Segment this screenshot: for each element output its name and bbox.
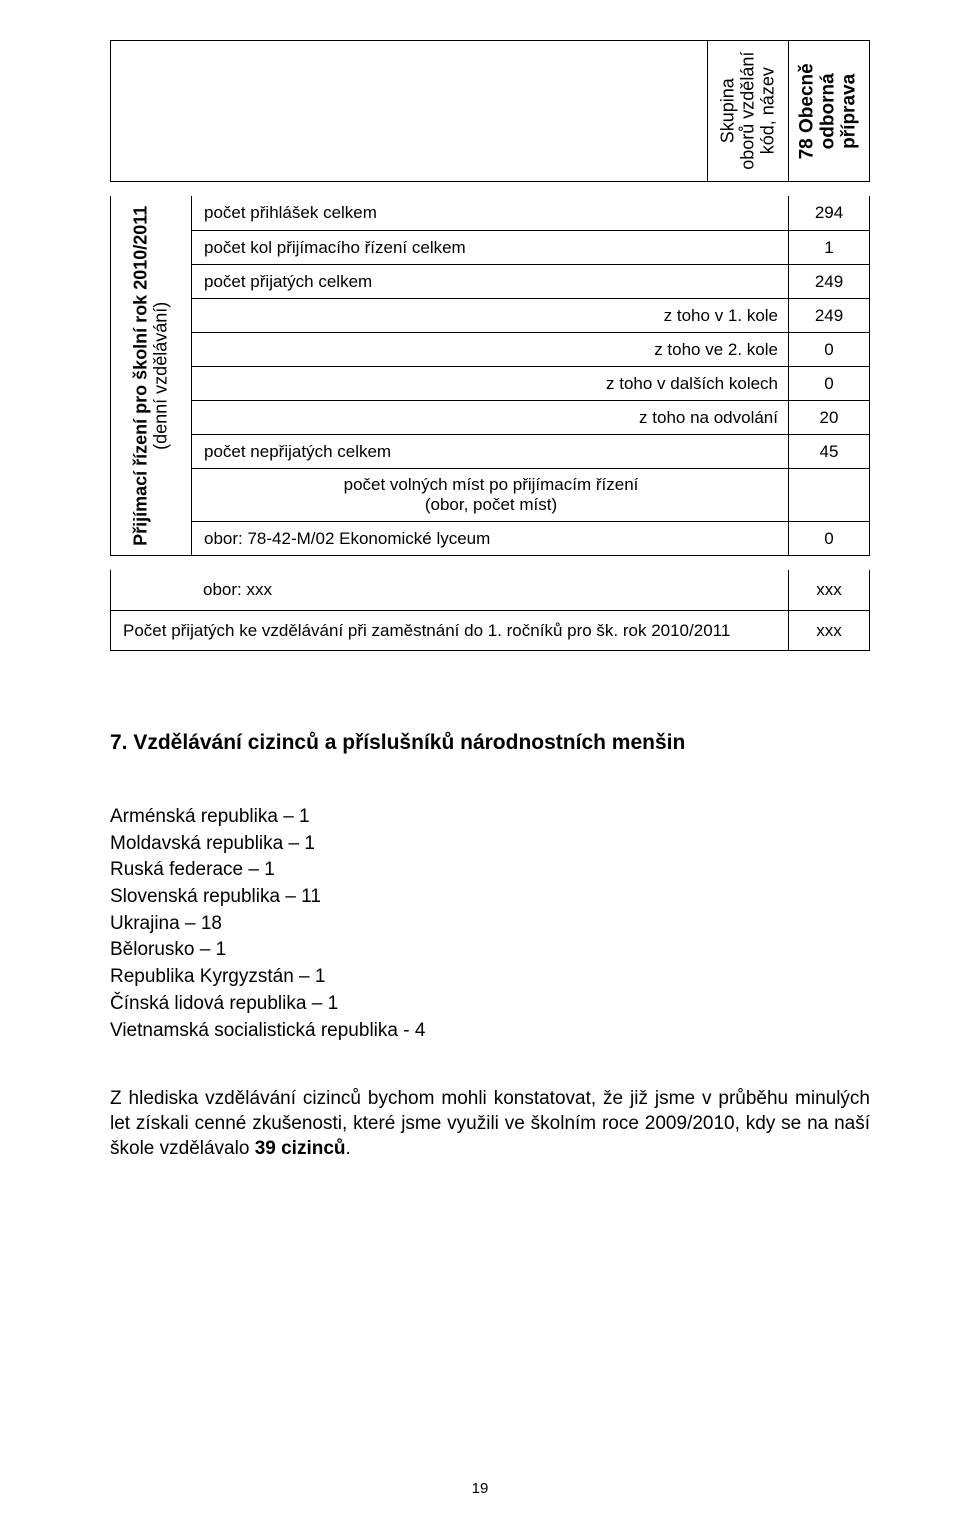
table-row: obor: 78-42-M/02 Ekonomické lyceum 0 bbox=[192, 521, 869, 555]
countries-list: Arménská republika – 1 Moldavská republi… bbox=[110, 805, 870, 1043]
secondary-table: obor: xxx xxx Počet přijatých ke vzděláv… bbox=[110, 570, 870, 651]
admissions-table: Přijímací řízení pro školní rok 2010/201… bbox=[110, 196, 870, 556]
row-value: 0 bbox=[789, 366, 869, 400]
list-item: Vietnamská socialistická republika - 4 bbox=[110, 1019, 870, 1044]
list-item: Ruská federace – 1 bbox=[110, 858, 870, 883]
row-value: 0 bbox=[789, 332, 869, 366]
table-row: počet kol přijímacího řízení celkem 1 bbox=[192, 230, 869, 264]
row-label: počet přijatých celkem bbox=[192, 264, 789, 298]
row-label: z toho v 1. kole bbox=[192, 298, 789, 332]
header-col-program: 78 Obecně odborná příprava bbox=[788, 41, 869, 181]
row-value: 294 bbox=[789, 196, 869, 230]
row-value bbox=[789, 468, 869, 521]
row-label: Počet přijatých ke vzdělávání při zaměst… bbox=[111, 610, 789, 650]
row-label: z toho ve 2. kole bbox=[192, 332, 789, 366]
header-col2-l3: příprava bbox=[838, 74, 859, 149]
table-row: z toho v dalších kolech 0 bbox=[192, 366, 869, 400]
row-label: obor: xxx bbox=[111, 570, 789, 610]
row-value: 1 bbox=[789, 230, 869, 264]
header-col1-l3: kód, název bbox=[757, 67, 777, 154]
header-col2-l1: 78 Obecně bbox=[797, 63, 818, 159]
header-col1-l1: Skupina bbox=[717, 78, 737, 143]
row-label: počet nepřijatých celkem bbox=[192, 434, 789, 468]
list-item: Ukrajina – 18 bbox=[110, 912, 870, 937]
page-number: 19 bbox=[0, 1480, 960, 1497]
row-label: obor: 78-42-M/02 Ekonomické lyceum bbox=[192, 521, 789, 555]
table-row: Počet přijatých ke vzdělávání při zaměst… bbox=[111, 610, 869, 650]
list-item: Moldavská republika – 1 bbox=[110, 832, 870, 857]
para-after: . bbox=[346, 1138, 351, 1159]
row-value: xxx bbox=[789, 570, 869, 610]
table-row: počet volných míst po přijímacím řízení … bbox=[192, 468, 869, 521]
table-row: počet přihlášek celkem 294 bbox=[192, 196, 869, 230]
row-value: 0 bbox=[789, 521, 869, 555]
row-value: 249 bbox=[789, 298, 869, 332]
list-item: Arménská republika – 1 bbox=[110, 805, 870, 830]
list-item: Bělorusko – 1 bbox=[110, 938, 870, 963]
para-before: Z hlediska vzdělávání cizinců bychom moh… bbox=[110, 1088, 870, 1158]
list-item: Čínská lidová republika – 1 bbox=[110, 992, 870, 1017]
table-row: počet přijatých celkem 249 bbox=[192, 264, 869, 298]
row-value: 20 bbox=[789, 400, 869, 434]
table-body: počet přihlášek celkem 294 počet kol při… bbox=[192, 196, 869, 555]
table-row: z toho na odvolání 20 bbox=[192, 400, 869, 434]
header-col2-l2: odborná bbox=[818, 73, 839, 149]
header-spacer bbox=[111, 41, 707, 181]
table-row: z toho ve 2. kole 0 bbox=[192, 332, 869, 366]
list-item: Republika Kyrgyzstán – 1 bbox=[110, 965, 870, 990]
table-row: počet nepřijatých celkem 45 bbox=[192, 434, 869, 468]
table-row: obor: xxx xxx bbox=[111, 570, 869, 610]
sidebar-line1: Přijímací řízení pro školní rok 2010/201… bbox=[130, 205, 150, 545]
header-col1-l2: oborů vzdělání bbox=[737, 52, 757, 170]
body-paragraph: Z hlediska vzdělávání cizinců bychom moh… bbox=[110, 1087, 870, 1161]
para-bold: 39 cizinců bbox=[255, 1138, 346, 1159]
sidebar-rotated: Přijímací řízení pro školní rok 2010/201… bbox=[111, 196, 192, 555]
row-value: 249 bbox=[789, 264, 869, 298]
table-row: z toho v 1. kole 249 bbox=[192, 298, 869, 332]
section-heading: 7. Vzdělávání cizinců a příslušníků náro… bbox=[110, 731, 870, 755]
row-value: 45 bbox=[789, 434, 869, 468]
row-label: z toho v dalších kolech bbox=[192, 366, 789, 400]
table-header: Skupina oborů vzdělání kód, název 78 Obe… bbox=[110, 40, 870, 182]
sidebar-line2: (denní vzdělávání) bbox=[150, 301, 170, 449]
row-label: z toho na odvolání bbox=[192, 400, 789, 434]
row-label: počet kol přijímacího řízení celkem bbox=[192, 230, 789, 264]
row-label: počet volných míst po přijímacím řízení … bbox=[192, 468, 789, 521]
list-item: Slovenská republika – 11 bbox=[110, 885, 870, 910]
row-value: xxx bbox=[789, 610, 869, 650]
header-col-group-code: Skupina oborů vzdělání kód, název bbox=[707, 41, 788, 181]
row-label: počet přihlášek celkem bbox=[192, 196, 789, 230]
